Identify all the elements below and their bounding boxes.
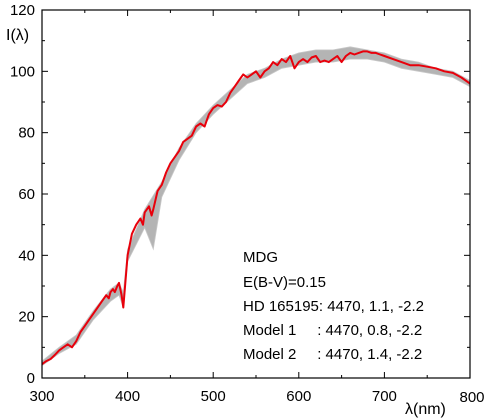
model-band-layer bbox=[41, 46, 471, 367]
x-axis-label: λ(nm) bbox=[405, 401, 446, 418]
y-tick-label: 0 bbox=[27, 370, 35, 387]
annotation-block: MDG E(B-V)=0.15 HD 165195: 4470, 1.1, -2… bbox=[243, 249, 424, 363]
annotation-line: HD 165195: 4470, 1.1, -2.2 bbox=[243, 298, 424, 315]
annotation-line: E(B-V)=0.15 bbox=[243, 274, 326, 291]
annotation-line: Model 2 : 4470, 1.4, -2.2 bbox=[243, 346, 422, 363]
observed-spectrum-line bbox=[41, 50, 471, 366]
observed-line-layer bbox=[41, 50, 471, 366]
axis-ticks: 300 400 500 600 700 800 0 20 40 60 80 100 120 bbox=[10, 2, 485, 406]
y-tick-label: 60 bbox=[18, 186, 35, 203]
annotation-line: MDG bbox=[243, 249, 278, 266]
y-tick-label: 120 bbox=[10, 2, 35, 19]
annotation-line: Model 1 : 4470, 0.8, -2.2 bbox=[243, 322, 422, 339]
x-tick-label: 400 bbox=[115, 388, 140, 405]
y-axis-label: I(λ) bbox=[6, 27, 29, 44]
x-tick-label: 600 bbox=[286, 388, 311, 405]
x-tick-label: 800 bbox=[459, 389, 484, 406]
model-band-area bbox=[41, 46, 471, 367]
y-tick-label: 80 bbox=[18, 125, 35, 142]
x-tick-label: 500 bbox=[201, 388, 226, 405]
x-tick-label: 300 bbox=[29, 388, 54, 405]
y-tick-label: 100 bbox=[10, 63, 35, 80]
y-tick-label: 20 bbox=[18, 309, 35, 326]
x-tick-label: 700 bbox=[372, 388, 397, 405]
y-tick-label: 40 bbox=[18, 247, 35, 264]
